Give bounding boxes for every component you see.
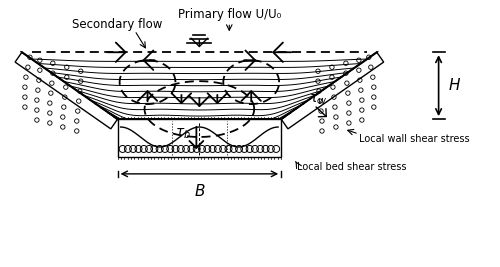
Text: Primary flow U/U₀: Primary flow U/U₀ (178, 8, 281, 21)
Polygon shape (281, 52, 384, 129)
Text: Local wall shear stress: Local wall shear stress (359, 134, 470, 144)
Text: $\tau_b$: $\tau_b$ (176, 127, 192, 141)
Text: Secondary flow: Secondary flow (72, 18, 163, 31)
Bar (118, 119, 281, 157)
Text: B: B (194, 184, 204, 199)
Polygon shape (15, 52, 118, 129)
Text: Local bed shear stress: Local bed shear stress (297, 162, 406, 172)
Text: H: H (448, 78, 460, 93)
Text: $\tau_w$: $\tau_w$ (309, 93, 328, 107)
